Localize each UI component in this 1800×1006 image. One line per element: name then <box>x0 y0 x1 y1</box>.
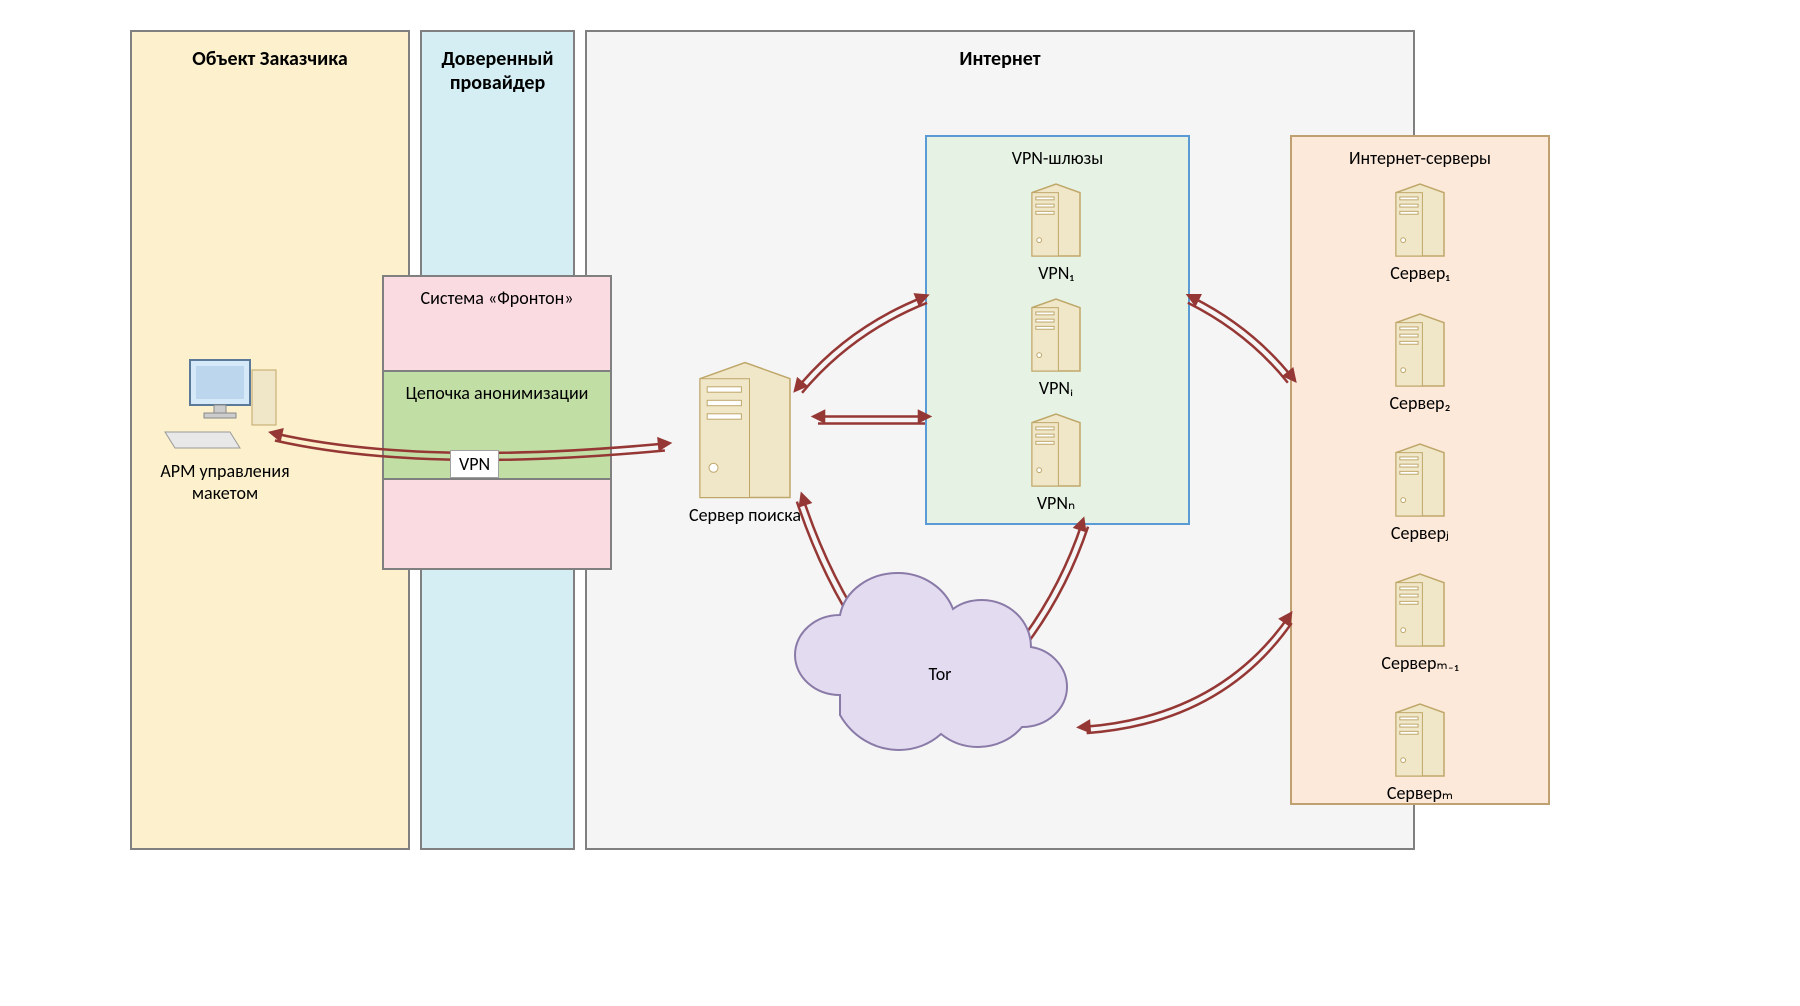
node-label-srvm: Серверₘ <box>1345 782 1495 804</box>
diagram-canvas: Объект Заказчика Доверенный провайдер Инте… <box>0 0 1800 1006</box>
node-label-srvm1: Серверₘ₋₁ <box>1345 652 1495 674</box>
subzone-title-servers: Интернет-серверы <box>1292 147 1548 169</box>
node-label-arm: АРМ управления макетом <box>140 460 310 504</box>
node-label-vpnn: VPNₙ <box>981 492 1131 514</box>
node-label-srv1: Сервер₁ <box>1345 262 1495 284</box>
zone-title-internet: Интернет <box>587 47 1413 71</box>
zone-customer: Объект Заказчика <box>130 30 410 850</box>
node-label-vpn1: VPN₁ <box>981 262 1131 284</box>
subzone-title-vpn_gw: VPN-шлюзы <box>927 147 1188 169</box>
subzone-servers: Интернет-серверы <box>1290 135 1550 805</box>
node-label-tor: Tor <box>900 663 980 685</box>
node-label-vpni: VPNᵢ <box>981 377 1131 399</box>
zone-title-customer: Объект Заказчика <box>132 47 408 71</box>
node-label-srvj: Серверⱼ <box>1345 522 1495 544</box>
node-label-srv2: Сервер₂ <box>1345 392 1495 414</box>
badge-vpn_badge: VPN <box>450 450 499 478</box>
subzone-title-anon: Цепочка анонимизации <box>384 382 610 404</box>
subzone-vpn_gw: VPN-шлюзы <box>925 135 1190 525</box>
subzone-title-fronton: Система «Фронтон» <box>384 287 610 309</box>
zone-title-provider: Доверенный провайдер <box>422 47 573 95</box>
node-label-search: Сервер поиска <box>665 504 825 526</box>
